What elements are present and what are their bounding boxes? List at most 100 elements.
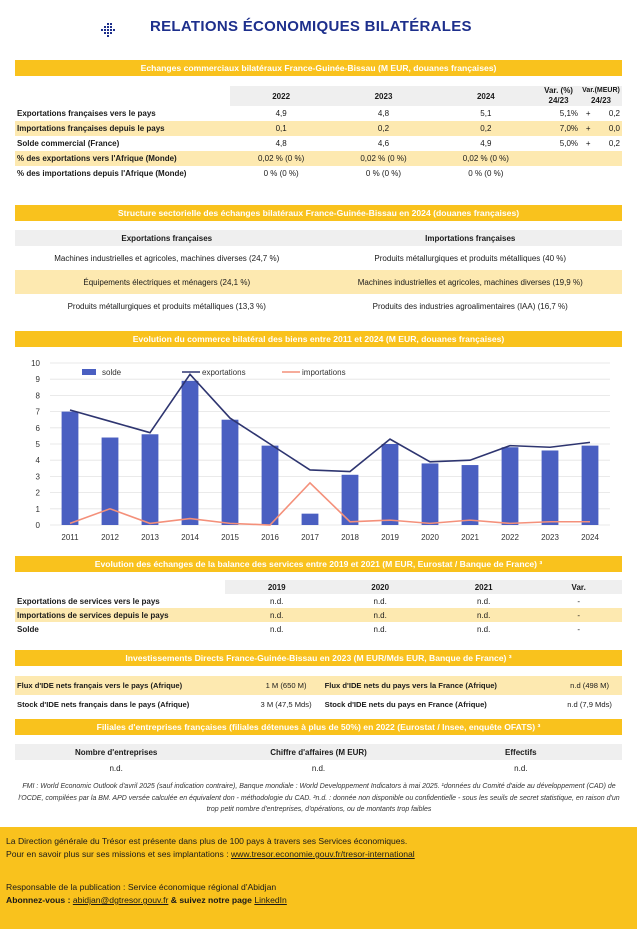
filiales-value: n.d. — [514, 763, 528, 773]
bar-solde — [101, 437, 119, 525]
email-link[interactable]: abidjan@dgtresor.gouv.fr — [72, 895, 169, 905]
services-value: n.d. — [270, 596, 284, 606]
sector-row: Produits métallurgiques et produits méta… — [15, 294, 622, 318]
trade-value: 5,1 — [480, 109, 492, 118]
bar-solde — [181, 380, 199, 525]
trade-row: Exportations françaises vers le pays 4,9 4… — [15, 106, 622, 121]
services-value: - — [577, 596, 581, 606]
sector-table: Exportations françaises Importations fra… — [15, 230, 622, 318]
ide-table: Flux d'IDE nets français vers le pays (A… — [15, 676, 622, 714]
trade-value: 0,2 — [332, 121, 435, 136]
trade-row: Importations françaises depuis le pays 0,… — [15, 121, 622, 136]
filiales-header: Nombre d'entreprises — [15, 744, 218, 760]
trade-var-meur — [596, 166, 622, 181]
services-row-label: Importations de services depuis le pays — [15, 608, 225, 622]
trade-var-pct — [537, 166, 580, 181]
sector-export: Produits métallurgiques et produits méta… — [67, 301, 266, 311]
trade-row-label: Importations françaises depuis le pays — [15, 121, 230, 136]
year-header: 2021 — [431, 580, 536, 594]
trade-value: 0,2 — [434, 121, 538, 136]
filiales-table: Nombre d'entreprises Chiffre d'affaires … — [15, 744, 622, 776]
footer-line1: La Direction générale du Trésor est prés… — [6, 836, 408, 846]
bar-solde — [61, 411, 79, 525]
services-value: - — [577, 624, 581, 634]
x-tick-label: 2016 — [261, 533, 279, 542]
footer: La Direction générale du Trésor est prés… — [0, 827, 637, 929]
var-header: Var. — [535, 580, 622, 594]
filiales-value: n.d. — [109, 763, 123, 773]
services-row: Exportations de services vers le pays n.d… — [15, 594, 622, 608]
services-value: n.d. — [431, 608, 536, 622]
year-header: 2020 — [328, 580, 432, 594]
trade-var-sign — [580, 166, 596, 181]
legend-swatch-solde — [82, 369, 96, 375]
ide-value: 3 M (47,5 Mds) — [260, 700, 312, 709]
trade-var-sign: + — [585, 139, 591, 148]
year-header: 2019 — [225, 580, 329, 594]
y-tick-label: 7 — [36, 408, 41, 417]
trade-var-pct: 7,0% — [537, 121, 581, 136]
sector-export: Équipements électriques et ménagers (24,… — [15, 270, 319, 294]
trade-value: 4,9 — [480, 139, 492, 148]
trade-var-meur — [596, 151, 622, 166]
sector-import: Produits des industries agroalimentaires… — [372, 301, 568, 311]
filiales-header-row: Nombre d'entreprises Chiffre d'affaires … — [15, 744, 622, 760]
trade-chart: 0 1 2 3 4 5 6 7 8 9 10 2011 2012 2013 2014 2015 2016 2017… — [31, 359, 610, 542]
ide-row: Stock d'IDE nets français dans le pays (… — [15, 695, 622, 714]
y-tick-label: 8 — [36, 391, 41, 400]
sector-row: Machines industrielles et agricoles, mac… — [15, 246, 622, 270]
services-value: n.d. — [476, 596, 491, 606]
tresor-link[interactable]: www.tresor.economie.gouv.fr/tresor-inter… — [230, 849, 415, 859]
legend-label-exportations: exportations — [202, 368, 246, 377]
trade-header-row: 2022 2023 2024 Var. (%) 24/23 Var.(MEUR)… — [15, 86, 622, 106]
ide-label: Stock d'IDE nets français dans le pays (… — [17, 700, 190, 709]
services-table: 2019 2020 2021 Var. Exportations de serv… — [15, 580, 622, 636]
trade-row: % des importations depuis l'Afrique (Mon… — [15, 166, 622, 181]
y-tick-label: 6 — [36, 424, 41, 433]
trade-value: 0,02 % (0 %) — [332, 151, 435, 166]
trade-value: 4,6 — [377, 139, 390, 148]
ide-label: Stock d'IDE nets du pays en France (Afri… — [324, 700, 487, 709]
bar-solde — [301, 513, 319, 525]
services-header-row: 2019 2020 2021 Var. — [15, 580, 622, 594]
ide-value: n.d (7,9 Mds) — [567, 700, 612, 709]
ide-value: 1 M (650 M) — [249, 676, 323, 695]
footer-line3: Responsable de la publication : Service … — [6, 882, 277, 892]
bar-solde — [461, 465, 479, 525]
bar-solde — [581, 445, 599, 525]
x-tick-label: 2015 — [221, 533, 239, 542]
banner-trade: Echanges commerciaux bilatéraux France-G… — [15, 60, 622, 76]
bar-solde — [501, 447, 519, 525]
line-importations — [69, 481, 590, 526]
services-value: - — [535, 608, 622, 622]
legend-label-importations: importations — [302, 368, 346, 377]
trade-value: 4,8 — [275, 139, 287, 148]
services-row-label: Exportations de services vers le pays — [17, 596, 160, 606]
x-tick-label: 2020 — [421, 533, 439, 542]
banner-chart: Evolution du commerce bilatéral des bien… — [15, 331, 622, 347]
x-tick-label: 2022 — [501, 533, 519, 542]
imports-header: Importations françaises — [318, 230, 622, 246]
sector-import: Produits métallurgiques et produits méta… — [374, 253, 567, 263]
trade-var-pct: 5,0% — [559, 139, 579, 148]
x-tick-label: 2017 — [301, 533, 319, 542]
logo-icon — [101, 23, 115, 37]
y-tick-label: 2 — [36, 489, 41, 498]
filiales-header: Effectifs — [419, 744, 622, 760]
filiales-values-row: n.d. n.d. n.d. — [15, 760, 622, 776]
x-tick-label: 2019 — [381, 533, 399, 542]
y-tick-label: 9 — [36, 375, 41, 384]
linkedin-link[interactable]: LinkedIn — [254, 895, 287, 905]
trade-row: Solde commercial (France) 4,8 4,6 4,9 5,0% +0… — [15, 136, 622, 151]
sector-header-row: Exportations françaises Importations fra… — [15, 230, 622, 246]
trade-value: 0 % (0 %) — [468, 169, 504, 178]
bar-solde — [221, 419, 239, 525]
x-tick-label: 2018 — [341, 533, 359, 542]
services-value: n.d. — [328, 608, 432, 622]
ide-row: Flux d'IDE nets français vers le pays (A… — [15, 676, 622, 695]
trade-value: 0,02 % (0 %) — [434, 151, 538, 166]
exports-header: Exportations françaises — [15, 230, 319, 246]
footer-line4: Abonnez-vous : abidjan@dgtresor.gouv.fr … — [6, 895, 287, 905]
services-row: Solde n.d. n.d. n.d. - — [15, 622, 622, 636]
ide-value: n.d (498 M) — [557, 676, 622, 695]
